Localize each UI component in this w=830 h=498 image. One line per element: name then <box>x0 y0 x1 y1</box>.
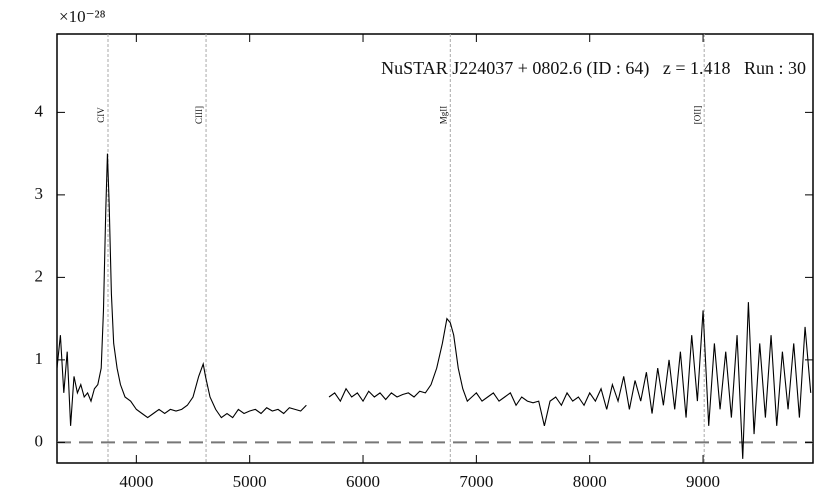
x-tick-label: 8000 <box>573 472 607 491</box>
x-tick-label: 7000 <box>459 472 493 491</box>
y-multiplier: ×10⁻²⁸ <box>59 7 106 26</box>
emission-label: [OII] <box>692 106 702 125</box>
y-tick-label: 0 <box>35 431 44 450</box>
emission-label: CIV <box>96 107 106 123</box>
x-tick-label: 6000 <box>346 472 380 491</box>
x-tick-label: 4000 <box>119 472 153 491</box>
y-tick-label: 4 <box>35 101 44 120</box>
plot-frame <box>56 33 814 464</box>
emission-label: MgII <box>438 106 448 125</box>
x-tick-label: 9000 <box>686 472 720 491</box>
y-tick-label: 1 <box>35 349 44 368</box>
x-tick-label: 5000 <box>233 472 267 491</box>
emission-label: CIII] <box>194 106 204 124</box>
chart-title: NuSTAR J224037 + 0802.6 (ID : 64) z = 1.… <box>381 58 806 79</box>
y-tick-label: 2 <box>35 266 44 285</box>
spectrum-line <box>56 153 812 459</box>
y-tick-label: 3 <box>35 184 44 203</box>
